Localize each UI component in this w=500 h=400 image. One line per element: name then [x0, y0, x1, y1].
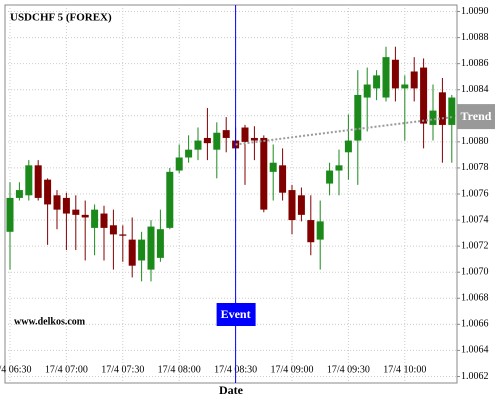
- y-tick-label: 1.0072: [461, 240, 489, 251]
- candle-body: [156, 229, 164, 258]
- x-tick-label: 17/4 08:00: [158, 364, 201, 375]
- candle-body: [62, 197, 70, 214]
- candle-body: [344, 140, 352, 153]
- y-tick-label: 1.0068: [461, 293, 489, 304]
- y-tick-label: 1.0078: [461, 162, 489, 173]
- x-axis-label: Date: [219, 383, 244, 397]
- candle-body: [373, 75, 381, 89]
- candle-body: [391, 59, 399, 89]
- candle-body: [166, 171, 174, 228]
- candle-body: [279, 165, 287, 193]
- candle-body: [241, 127, 249, 142]
- candle-body: [401, 84, 409, 89]
- candle-body: [147, 226, 155, 270]
- candle-body: [185, 149, 193, 158]
- x-tick-label: 17/4 06:30: [0, 364, 32, 375]
- candle-body: [354, 94, 362, 141]
- candle-body: [363, 84, 371, 98]
- x-tick-label: 17/4 09:30: [327, 364, 370, 375]
- y-tick-label: 1.0090: [461, 6, 489, 17]
- candle-body: [213, 132, 221, 150]
- candle-body: [429, 110, 437, 125]
- event-box: [216, 303, 256, 326]
- y-tick-label: 1.0074: [461, 214, 489, 225]
- candle-body: [420, 67, 428, 124]
- watermark: www.delkos.com: [14, 316, 86, 327]
- y-tick-label: 1.0064: [461, 345, 489, 356]
- candle-body: [128, 239, 136, 266]
- candle-body: [326, 170, 334, 184]
- candle-body: [288, 190, 296, 221]
- x-tick-label: 17/4 09:00: [270, 364, 313, 375]
- x-tick-label: 17/4 10:00: [383, 364, 426, 375]
- candle-body: [222, 130, 230, 138]
- candle-body: [260, 137, 268, 210]
- candle-body: [250, 137, 258, 141]
- candle-body: [175, 157, 183, 171]
- chart-title: USDCHF 5 (FOREX): [10, 12, 112, 24]
- candle-body: [448, 97, 456, 125]
- trend-label: Trend: [461, 109, 492, 123]
- candle-body: [316, 221, 324, 240]
- candle-body: [53, 195, 61, 210]
- candle-body: [138, 239, 146, 261]
- candle-body: [335, 165, 343, 171]
- x-tick-label: 17/4 07:30: [101, 364, 144, 375]
- candle-body: [269, 162, 277, 172]
- y-tick-label: 1.0086: [461, 58, 489, 69]
- y-tick-label: 1.0084: [461, 84, 489, 95]
- candle-body: [72, 209, 80, 215]
- candle-body: [91, 209, 99, 228]
- candle-body: [15, 190, 23, 198]
- candle-body: [34, 165, 42, 198]
- candle-body: [194, 140, 202, 150]
- candle-body: [382, 57, 390, 98]
- candle-body: [6, 197, 14, 232]
- y-tick-label: 1.0076: [461, 188, 489, 199]
- candle-body: [44, 179, 52, 205]
- candle-body: [81, 214, 89, 218]
- candle-body: [297, 195, 305, 215]
- y-tick-label: 1.0070: [461, 267, 489, 278]
- x-tick-label: 17/4 07:00: [45, 364, 88, 375]
- candle-body: [25, 165, 33, 196]
- candle-body: [109, 225, 117, 235]
- candle-body: [119, 234, 127, 236]
- trend-box: [457, 104, 495, 130]
- candle-body: [203, 137, 211, 144]
- y-tick-label: 1.0066: [461, 319, 489, 330]
- y-tick-label: 1.0080: [461, 136, 489, 147]
- candle-body: [100, 213, 108, 228]
- candle-body: [410, 71, 418, 89]
- candle-body: [307, 220, 315, 243]
- y-tick-label: 1.0088: [461, 32, 489, 43]
- trend-line: [235, 116, 452, 146]
- candle-body: [438, 92, 446, 125]
- event-label: Event: [221, 307, 251, 321]
- y-tick-label: 1.0062: [461, 371, 489, 382]
